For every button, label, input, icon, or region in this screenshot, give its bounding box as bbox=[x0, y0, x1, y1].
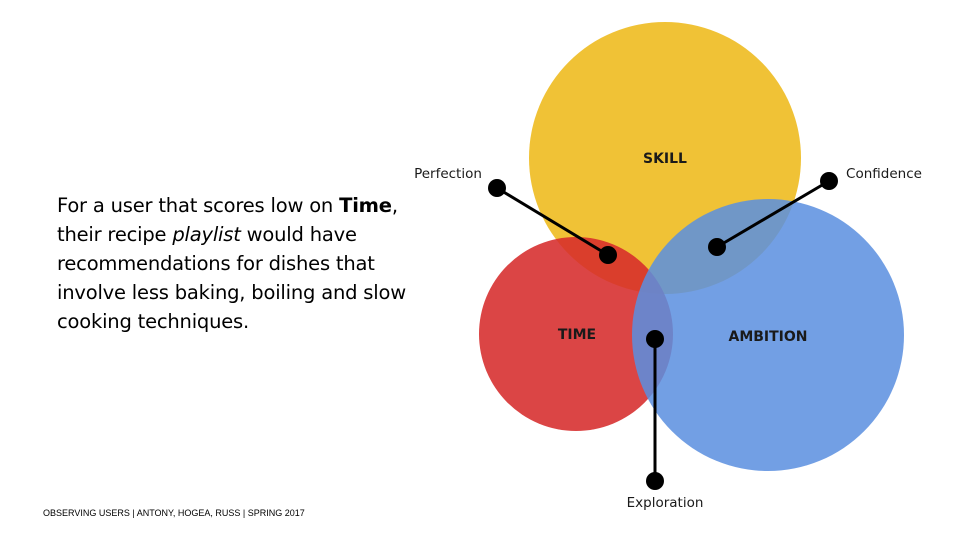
callout-dot bbox=[646, 330, 664, 348]
footer-credits: OBSERVING USERS | ANTONY, HOGEA, RUSS | … bbox=[43, 508, 305, 518]
body-text-part2: , their recipe bbox=[57, 194, 398, 246]
callout-dot bbox=[599, 246, 617, 264]
body-text-italic-term: playlist bbox=[172, 223, 241, 246]
callout-dot bbox=[488, 179, 506, 197]
callout-exploration: Exploration bbox=[627, 330, 704, 511]
ambition-circle bbox=[632, 199, 904, 471]
callout-confidence: Confidence bbox=[708, 166, 922, 256]
body-text-bold-term: Time bbox=[339, 194, 392, 217]
callout-perfection: Perfection bbox=[414, 166, 617, 264]
skill-label: SKILL bbox=[643, 151, 687, 167]
time-label: TIME bbox=[558, 327, 596, 343]
body-text: For a user that scores low on Time, thei… bbox=[57, 191, 437, 336]
ambition-label: AMBITION bbox=[728, 329, 807, 345]
confidence-label: Confidence bbox=[846, 166, 922, 182]
callout-dot bbox=[820, 172, 838, 190]
body-text-part1: For a user that scores low on bbox=[57, 194, 340, 217]
callout-dot bbox=[708, 238, 726, 256]
exploration-label: Exploration bbox=[627, 495, 704, 511]
callout-dot bbox=[646, 472, 664, 490]
time-circle bbox=[479, 237, 673, 431]
body-text-part3: would have recommendations for dishes th… bbox=[57, 223, 406, 333]
perfection-label: Perfection bbox=[414, 166, 482, 182]
